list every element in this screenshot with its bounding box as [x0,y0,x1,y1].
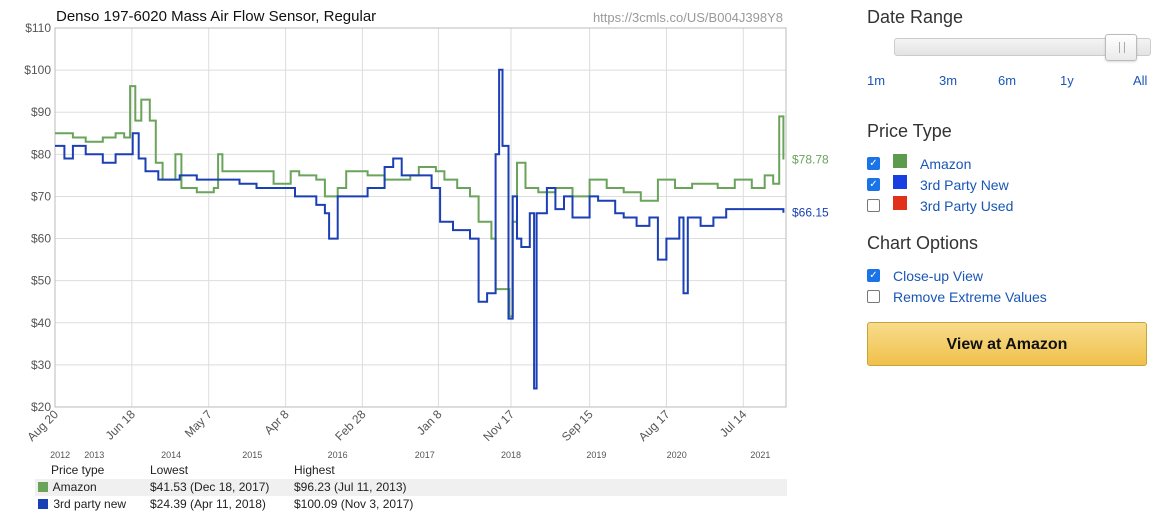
date-range-slider-track[interactable] [894,38,1151,56]
y-tick-label: $90 [31,105,51,119]
range-1m[interactable]: 1m [867,73,886,88]
x-tick-label: Jul 14 [717,407,750,440]
amazon-color-swatch [893,154,907,168]
current-price-labels: $78.78 $66.15 [792,152,829,219]
y-tick-label: $70 [31,189,51,203]
amazon-swatch [38,482,48,492]
summary-highest: $100.09 (Nov 3, 2017) [294,497,414,511]
summary-row-3rd-party-new: 3rd party new $24.39 (Apr 11, 2018) $100… [35,496,787,513]
year-label: 2016 [328,450,348,460]
summary-header-row: Price type Lowest Highest [35,462,787,479]
summary-type: Amazon [52,480,97,494]
3rd-party-new-current-price: $66.15 [792,206,829,220]
range-6m[interactable]: 6m [998,73,1017,88]
amazon-current-price: $78.78 [792,152,829,166]
summary-header-highest: Highest [294,463,335,477]
range-all[interactable]: All [1133,73,1148,88]
3rd-party-new-checkbox[interactable]: ✓ [867,178,880,191]
summary-header-type: Price type [51,463,105,477]
y-tick-label: $20 [31,400,51,414]
year-label: 2017 [415,450,435,460]
year-label: 2019 [586,450,606,460]
x-tick-label: Sep 15 [559,407,596,444]
3rd-party-new-color-swatch [893,175,907,189]
year-label: 2021 [750,450,770,460]
3rd-party-used-color-swatch [893,196,907,210]
amazon-price-line [55,85,785,318]
view-at-amazon-button[interactable]: View at Amazon [867,322,1147,366]
close-up-view-label[interactable]: Close-up View [893,268,984,284]
remove-extreme-values-checkbox[interactable] [867,290,880,303]
x-tick-label: Aug 17 [636,407,673,444]
3rd-party-used-label[interactable]: 3rd Party Used [920,198,1014,214]
range-1y[interactable]: 1y [1060,73,1074,88]
chart-options-title: Chart Options [867,233,979,253]
chart-series [55,68,785,390]
price-history-chart: $20$30$40$50$60$70$80$90$100$110 Aug 20 J… [24,8,829,460]
y-tick-label: $30 [31,358,51,372]
year-label: 2013 [84,450,104,460]
y-tick-label: $100 [24,63,51,77]
summary-highest: $96.23 (Jul 11, 2013) [294,480,407,494]
amazon-checkbox[interactable]: ✓ [867,157,880,170]
close-up-view-checkbox[interactable]: ✓ [867,269,880,282]
year-label: 2020 [667,450,687,460]
chart-grid [54,27,786,408]
y-tick-label: $40 [31,316,51,330]
y-tick-label: $60 [31,232,51,246]
summary-lowest: $24.39 (Apr 11, 2018) [150,497,266,511]
y-axis-ticks: $20 $30 $40 $50 $60 $70 $80 $90 $100 $110 [24,21,51,414]
date-range-slider-handle[interactable] [1105,34,1137,61]
3rd-party-new-label[interactable]: 3rd Party New [920,177,1009,193]
y-tick-label: $110 [25,21,51,35]
y-tick-label: $50 [31,274,51,288]
x-tick-label: May 7 [182,407,215,440]
3rd-party-used-checkbox[interactable] [867,199,880,212]
3rd-party-new-swatch [38,499,48,509]
summary-type: 3rd party new [53,497,127,511]
summary-row-amazon: Amazon $41.53 (Dec 18, 2017) $96.23 (Jul… [35,479,787,496]
x-axis-ticks: Aug 20 Jun 18 May 7 Apr 8 Feb 28 Jan 8 Nov 17 S… [24,407,749,444]
chart-title: Denso 197-6020 Mass Air Flow Sensor, Reg… [56,8,376,25]
x-tick-label: Apr 8 [262,407,292,437]
price-summary-table: Price type Lowest Highest Amazon $41.53 … [35,462,787,513]
summary-lowest: $41.53 (Dec 18, 2017) [150,480,270,494]
plot-area-border [54,27,787,408]
x-tick-label: Feb 28 [332,407,369,444]
date-range-title: Date Range [867,7,964,27]
3rd-party-new-price-line [55,68,785,390]
summary-header-lowest: Lowest [150,463,189,477]
year-labels: 2012 2013 2014 2015 2016 2017 2018 2019 2020 2021 [50,450,770,460]
remove-extreme-values-label[interactable]: Remove Extreme Values [893,289,1047,305]
price-type-title: Price Type [867,121,952,141]
y-tick-label: $80 [31,147,51,161]
x-tick-label: Jan 8 [414,407,445,438]
range-3m[interactable]: 3m [939,73,958,88]
x-tick-label: Jun 18 [103,407,139,443]
amazon-label[interactable]: Amazon [920,156,972,172]
year-label: 2015 [242,450,262,460]
year-label: 2018 [501,450,521,460]
year-label: 2014 [161,450,181,460]
year-label: 2012 [50,450,70,460]
x-tick-label: Nov 17 [480,407,517,444]
source-url: https://3cmls.co/US/B004J398Y8 [593,10,783,25]
